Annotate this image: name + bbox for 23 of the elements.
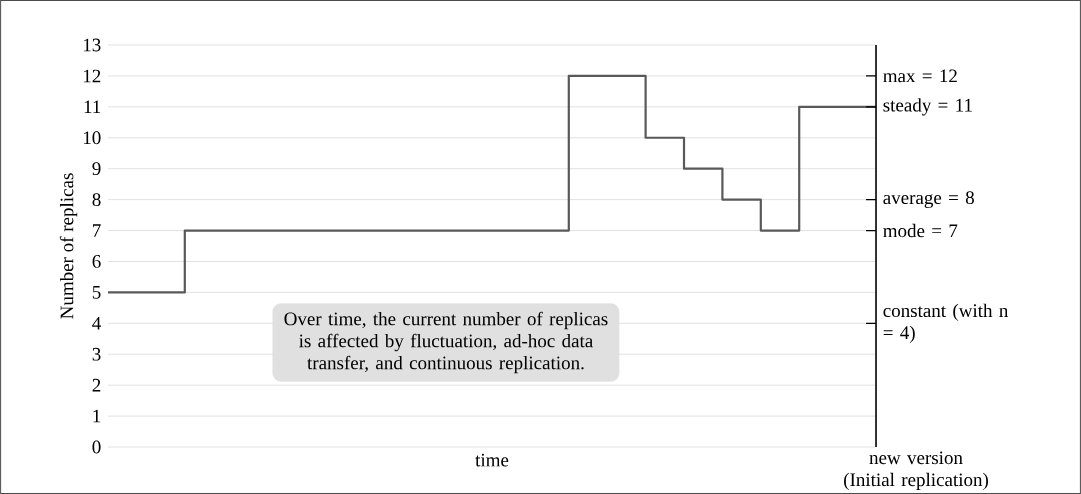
y-tick-label: 1 (93, 409, 101, 423)
y-tick-label: 7 (93, 224, 101, 237)
y-tick-label: 11 (84, 100, 101, 114)
y2-tick-label: max = 12 (883, 69, 957, 83)
y-tick-label: 4 (92, 317, 101, 330)
y-tick-label: 0 (92, 440, 101, 454)
y-tick-label: 2 (92, 378, 101, 392)
y-axis-title: Number of replicas (59, 173, 78, 319)
y-tick-label: 3 (92, 347, 101, 361)
y-tick-label: 12 (83, 69, 101, 83)
x-axis-title: time (475, 453, 509, 467)
y-tick-label: 6 (92, 255, 101, 268)
annotation: Over time, the current number of replicas is affected by fluctuation, ad-hoc data transfer, and continuous replication. (284, 311, 608, 374)
y2-tick-label: mode = 7 (883, 223, 958, 238)
y2-tick-label: steady = 11 (883, 98, 972, 116)
y-tick-label: 8 (92, 193, 101, 207)
y2-tick-label: constant (with n = 4) (883, 303, 1009, 343)
y-tick-label: 10 (83, 131, 101, 145)
y-tick-label: 5 (92, 286, 101, 299)
y-tick-label: 9 (92, 162, 101, 176)
y-tick-label: 13 (83, 38, 101, 52)
y2-tick-label: average = 8 (883, 191, 974, 208)
text: new version (Initial replication) (844, 451, 988, 491)
